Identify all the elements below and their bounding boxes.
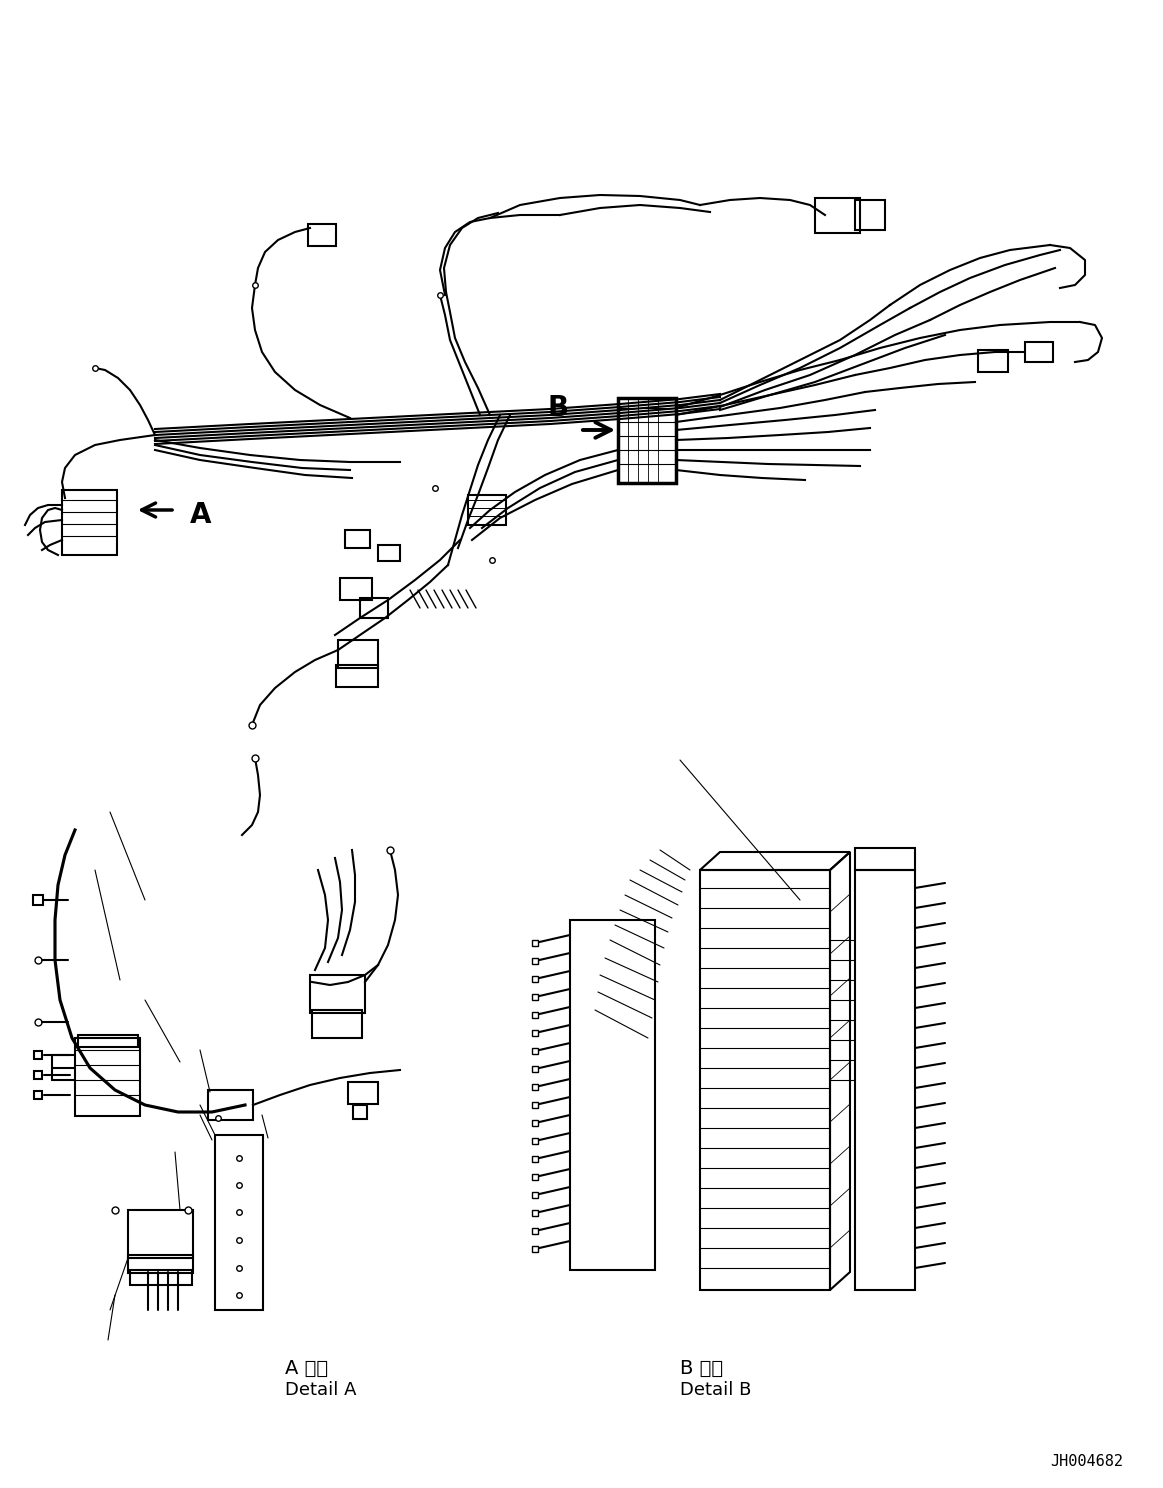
Bar	[361, 598, 388, 618]
Bar	[208, 1091, 254, 1120]
Bar	[378, 545, 400, 561]
Bar	[130, 1269, 192, 1286]
Bar	[215, 1135, 263, 1309]
Bar	[336, 665, 378, 687]
Bar	[74, 1039, 140, 1116]
Bar	[340, 577, 372, 600]
Bar	[815, 198, 859, 234]
Bar	[311, 975, 365, 1013]
Bar	[855, 870, 915, 1290]
Bar	[618, 397, 676, 484]
Bar	[700, 870, 830, 1290]
Text: Detail A: Detail A	[285, 1381, 357, 1399]
Bar	[308, 225, 336, 246]
Bar	[978, 350, 1008, 372]
Bar	[128, 1210, 193, 1257]
Bar	[345, 530, 370, 548]
Bar	[855, 848, 915, 870]
Bar	[62, 490, 117, 555]
Text: JH004682: JH004682	[1050, 1454, 1123, 1470]
Bar	[855, 199, 885, 231]
Text: A 詳細: A 詳細	[285, 1359, 328, 1378]
Bar	[570, 920, 655, 1269]
Bar	[348, 1082, 378, 1104]
Text: B: B	[548, 394, 569, 423]
Bar	[1025, 342, 1053, 362]
Bar	[78, 1036, 138, 1048]
Text: Detail B: Detail B	[680, 1381, 751, 1399]
Bar	[468, 496, 506, 525]
Text: B 詳細: B 詳細	[680, 1359, 723, 1378]
Bar	[338, 640, 378, 668]
Bar	[312, 1010, 362, 1039]
Bar	[128, 1254, 193, 1274]
Text: A: A	[190, 501, 212, 530]
